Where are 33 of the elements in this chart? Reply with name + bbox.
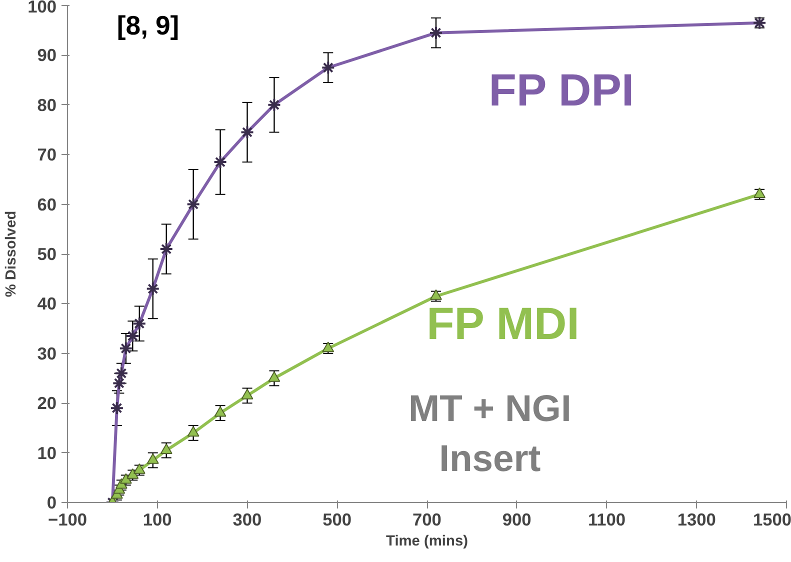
- y-tick-label: 90: [37, 45, 57, 66]
- y-tick-label: 100: [28, 0, 57, 16]
- point: [146, 453, 159, 464]
- x-tick-label: 900: [502, 510, 532, 530]
- point: [187, 426, 200, 437]
- series-label: FP MDI: [426, 298, 580, 350]
- y-tick-label: 20: [37, 393, 57, 414]
- point: [241, 388, 254, 400]
- y-tick-label: 40: [37, 294, 57, 314]
- x-tick-label: 1100: [588, 510, 626, 530]
- x-tick-label: 700: [412, 510, 442, 530]
- x-tick-label: −100: [48, 510, 88, 530]
- y-tick-label: 60: [37, 194, 57, 214]
- y-tick-label: 80: [37, 94, 57, 115]
- y-tick-label: 30: [37, 343, 57, 364]
- y-tick-label: 50: [37, 244, 57, 264]
- y-tick-label: 70: [37, 144, 57, 165]
- x-tick-label: 1300: [677, 510, 716, 530]
- point: [214, 406, 226, 417]
- x-tick-label: 300: [232, 510, 262, 530]
- y-tick-label: 10: [37, 442, 57, 463]
- series-label: FP DPI: [488, 64, 634, 116]
- annotation: MT + NGI: [408, 387, 572, 430]
- annotation: Insert: [439, 436, 541, 479]
- point: [160, 443, 172, 454]
- x-tick-label: 1500: [752, 510, 791, 530]
- annotation: [8, 9]: [116, 10, 180, 40]
- x-tick-label: 100: [142, 510, 172, 530]
- y-axis-title: % Dissolved: [4, 210, 20, 298]
- x-tick-label: 500: [322, 510, 352, 530]
- y-tick-label: 0: [46, 492, 57, 512]
- x-axis-title: Time (mins): [386, 534, 468, 550]
- point: [268, 371, 280, 382]
